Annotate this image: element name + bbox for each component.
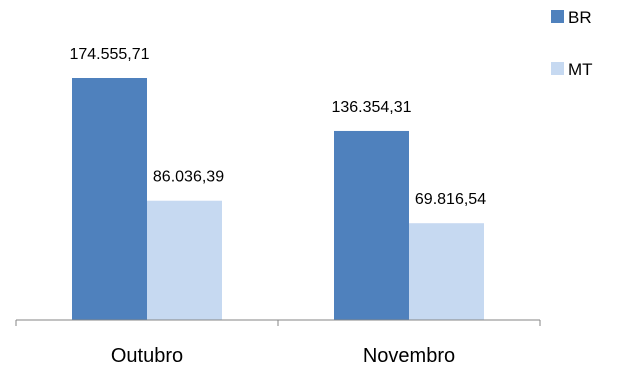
data-label-br-outubro: 174.555,71: [69, 46, 149, 63]
bar-mt-novembro: [409, 223, 484, 320]
bar-mt-outubro: [147, 200, 222, 320]
legend: BR MT: [551, 8, 593, 79]
bars-group: [72, 78, 484, 320]
legend-label-mt: MT: [568, 60, 593, 79]
legend-swatch-mt: [551, 62, 564, 75]
legend-label-br: BR: [568, 8, 592, 27]
x-tick-label-outubro: Outubro: [111, 345, 183, 365]
data-label-br-novembro: 136.354,31: [331, 99, 411, 116]
data-labels-group: 174.555,71 86.036,39 136.354,31 69.816,54: [69, 46, 486, 208]
x-tick-label-novembro: Novembro: [363, 345, 455, 365]
bar-br-novembro: [334, 130, 409, 320]
data-label-mt-outubro: 86.036,39: [153, 169, 224, 186]
x-axis: Outubro Novembro: [15, 319, 541, 365]
bar-br-outubro: [72, 78, 147, 320]
data-label-mt-novembro: 69.816,54: [415, 191, 486, 208]
legend-swatch-br: [551, 10, 564, 23]
